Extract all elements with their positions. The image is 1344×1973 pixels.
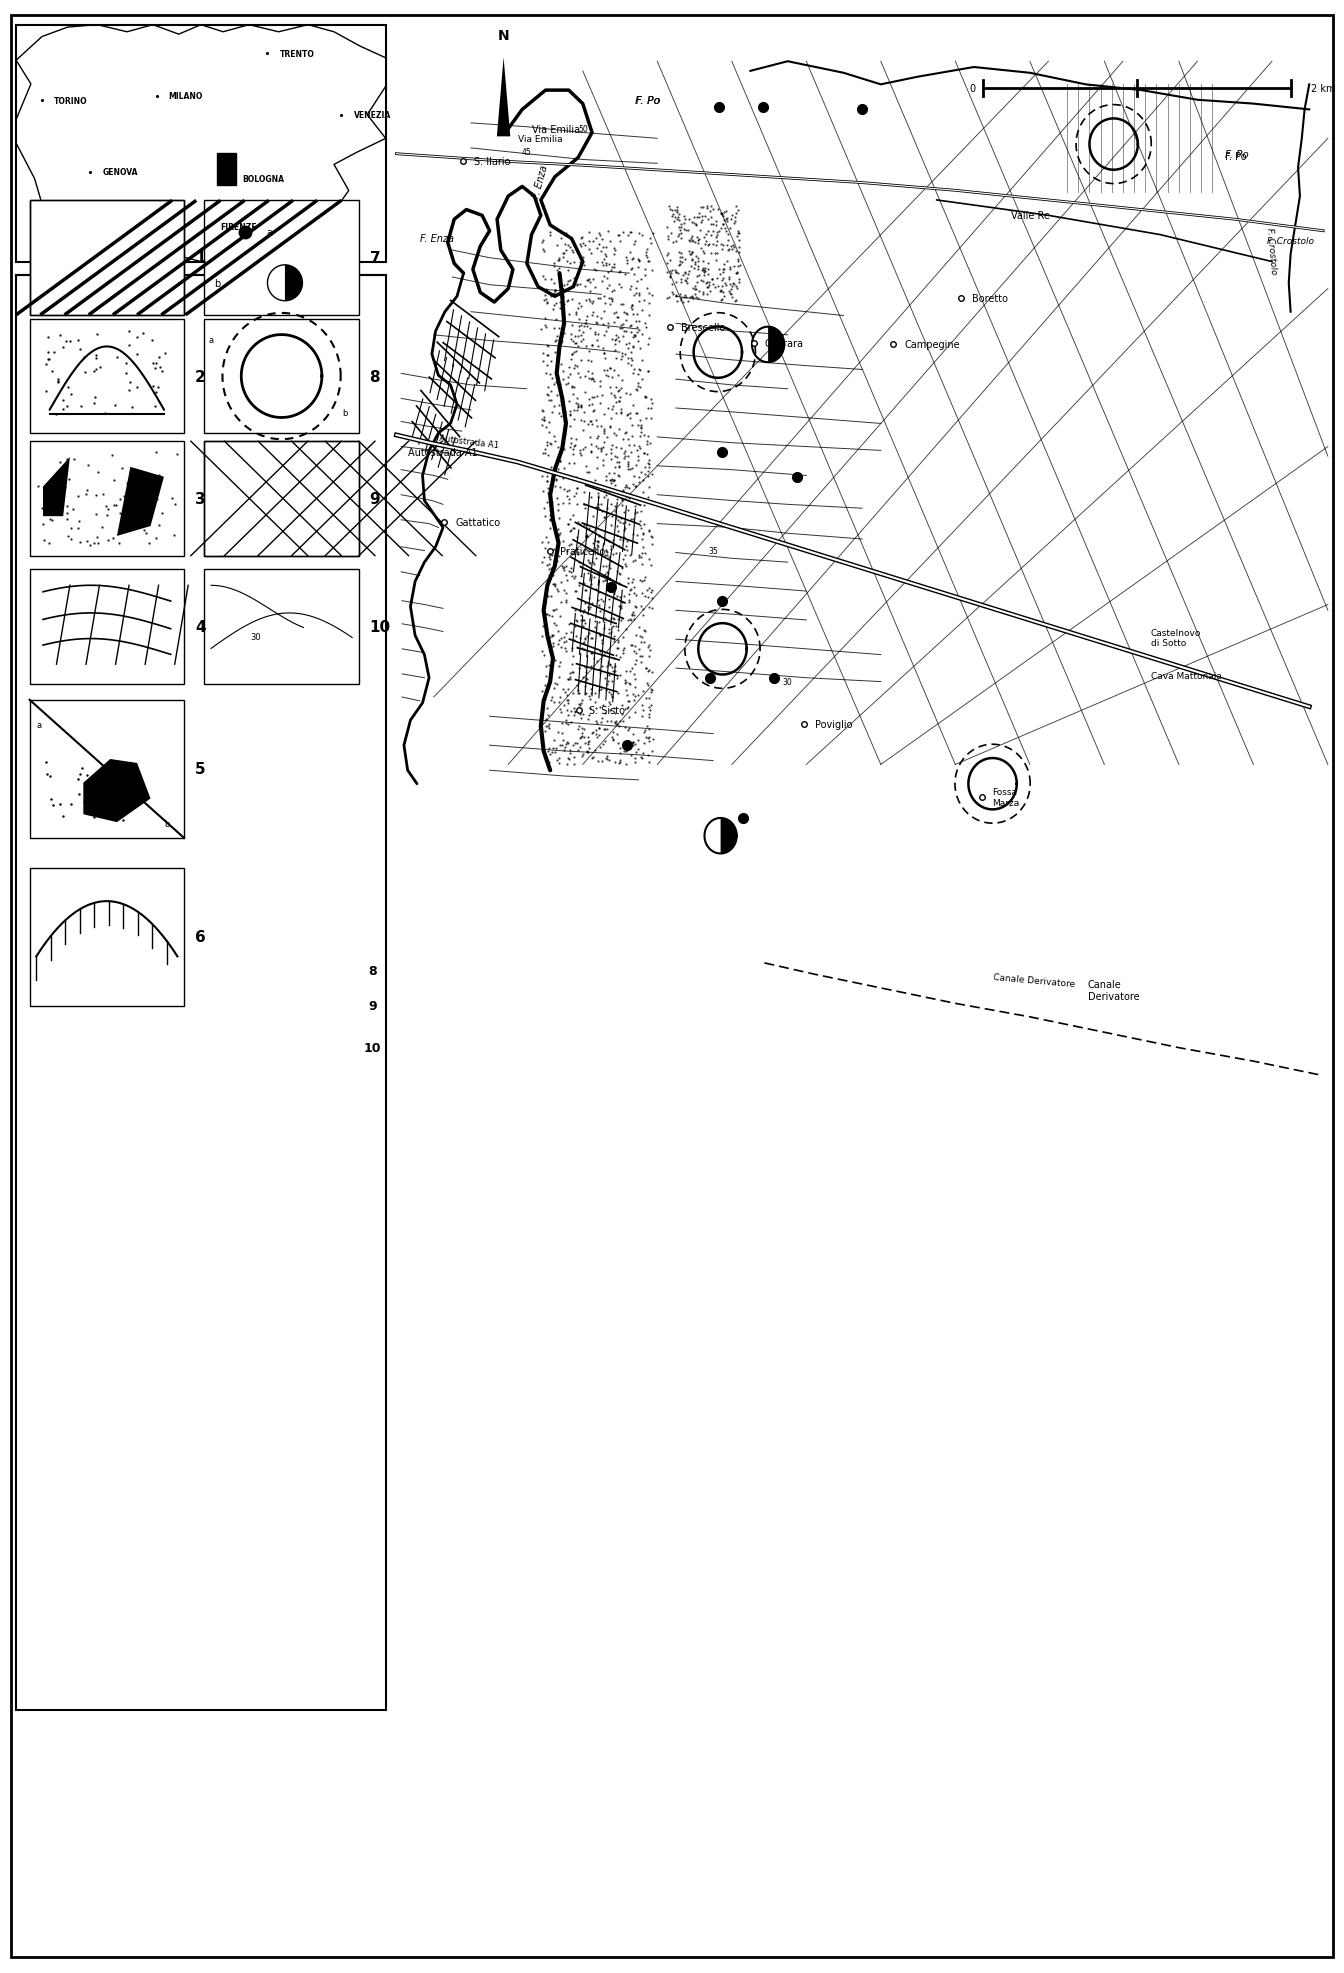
Text: F. Enza: F. Enza bbox=[419, 235, 454, 245]
Text: 4: 4 bbox=[195, 620, 206, 635]
Text: 7: 7 bbox=[370, 251, 380, 266]
Text: MILANO: MILANO bbox=[169, 93, 203, 101]
Text: TORINO: TORINO bbox=[54, 97, 87, 107]
Bar bbox=[204, 320, 359, 434]
Text: a: a bbox=[36, 720, 42, 730]
Bar bbox=[204, 442, 359, 556]
Text: 10: 10 bbox=[363, 1042, 382, 1056]
Text: 5: 5 bbox=[195, 762, 206, 777]
Polygon shape bbox=[43, 458, 70, 517]
Text: Via Emilia: Via Emilia bbox=[531, 124, 579, 134]
Bar bbox=[16, 276, 386, 1711]
Text: Castelnovo
di Sotto: Castelnovo di Sotto bbox=[1150, 627, 1202, 647]
Text: Canale
Derivatore: Canale Derivatore bbox=[1087, 979, 1140, 1000]
Text: GENOVA: GENOVA bbox=[102, 168, 137, 178]
Text: 8: 8 bbox=[368, 965, 376, 977]
Text: 3: 3 bbox=[195, 491, 206, 507]
Text: 30: 30 bbox=[782, 679, 793, 687]
Text: Canale Derivatore: Canale Derivatore bbox=[993, 973, 1075, 988]
Text: 50: 50 bbox=[578, 124, 587, 134]
Text: b: b bbox=[214, 278, 220, 288]
Polygon shape bbox=[117, 468, 164, 537]
Text: b: b bbox=[343, 408, 348, 418]
Text: 6: 6 bbox=[195, 929, 206, 945]
Text: F. Po: F. Po bbox=[636, 97, 661, 107]
Text: F. Enza: F. Enza bbox=[532, 164, 550, 199]
Polygon shape bbox=[497, 59, 511, 138]
Text: VENEZIA: VENEZIA bbox=[353, 110, 391, 120]
Text: Praticello: Praticello bbox=[560, 547, 606, 556]
Text: 8: 8 bbox=[370, 369, 380, 385]
Text: 30: 30 bbox=[250, 633, 261, 641]
Text: Autostrada A1: Autostrada A1 bbox=[407, 448, 477, 458]
Text: 9: 9 bbox=[368, 998, 376, 1012]
Text: a: a bbox=[266, 229, 271, 239]
Bar bbox=[218, 154, 237, 185]
Bar bbox=[30, 868, 184, 1006]
Polygon shape bbox=[720, 819, 737, 854]
Text: a: a bbox=[208, 335, 214, 345]
Text: b: b bbox=[164, 819, 169, 829]
Text: Campegine: Campegine bbox=[905, 339, 960, 351]
Text: N: N bbox=[497, 28, 509, 43]
Text: Poviglio: Poviglio bbox=[814, 720, 852, 730]
Text: Brescello: Brescello bbox=[680, 324, 724, 333]
Text: 2 km: 2 km bbox=[1310, 85, 1336, 95]
Text: Via Emilia: Via Emilia bbox=[517, 134, 562, 144]
Text: 10: 10 bbox=[370, 620, 391, 635]
Bar bbox=[30, 442, 184, 556]
Bar bbox=[30, 570, 184, 685]
Text: 9: 9 bbox=[370, 491, 380, 507]
Polygon shape bbox=[50, 347, 164, 414]
Polygon shape bbox=[285, 266, 302, 302]
Bar bbox=[30, 201, 184, 316]
Text: Fossa
Marza: Fossa Marza bbox=[993, 787, 1020, 807]
Text: Cava Mattonaia: Cava Mattonaia bbox=[1150, 673, 1222, 681]
Text: Valle Re: Valle Re bbox=[1011, 211, 1050, 221]
Text: 35: 35 bbox=[708, 547, 718, 556]
Text: S. Ilario: S. Ilario bbox=[474, 158, 511, 168]
Text: TRENTO: TRENTO bbox=[280, 49, 314, 59]
Text: 45: 45 bbox=[521, 148, 532, 158]
Text: S. Sisto: S. Sisto bbox=[589, 706, 625, 716]
Text: F. Crostolo: F. Crostolo bbox=[1266, 227, 1278, 274]
Bar bbox=[30, 320, 184, 434]
Text: 1: 1 bbox=[195, 251, 206, 266]
Text: F. Crostolo: F. Crostolo bbox=[1267, 237, 1314, 247]
Text: Autostrada A1: Autostrada A1 bbox=[438, 434, 499, 450]
Text: 0: 0 bbox=[969, 85, 976, 95]
Text: Gattatico: Gattatico bbox=[456, 517, 500, 527]
Bar bbox=[30, 700, 184, 839]
Polygon shape bbox=[83, 760, 151, 823]
Text: Caprara: Caprara bbox=[765, 337, 804, 349]
Bar bbox=[204, 442, 359, 556]
Bar bbox=[204, 570, 359, 685]
Text: F. Po: F. Po bbox=[1226, 150, 1249, 160]
Text: F. Po: F. Po bbox=[636, 97, 660, 107]
Bar bbox=[204, 201, 359, 316]
Text: Boretto: Boretto bbox=[972, 294, 1008, 304]
Text: F. Po: F. Po bbox=[1226, 152, 1247, 162]
Bar bbox=[30, 201, 184, 316]
Text: FIRENZE: FIRENZE bbox=[220, 223, 257, 231]
Text: BOLOGNA: BOLOGNA bbox=[243, 176, 285, 183]
Text: 2: 2 bbox=[195, 369, 206, 385]
Bar bbox=[16, 26, 386, 262]
Polygon shape bbox=[769, 328, 784, 363]
